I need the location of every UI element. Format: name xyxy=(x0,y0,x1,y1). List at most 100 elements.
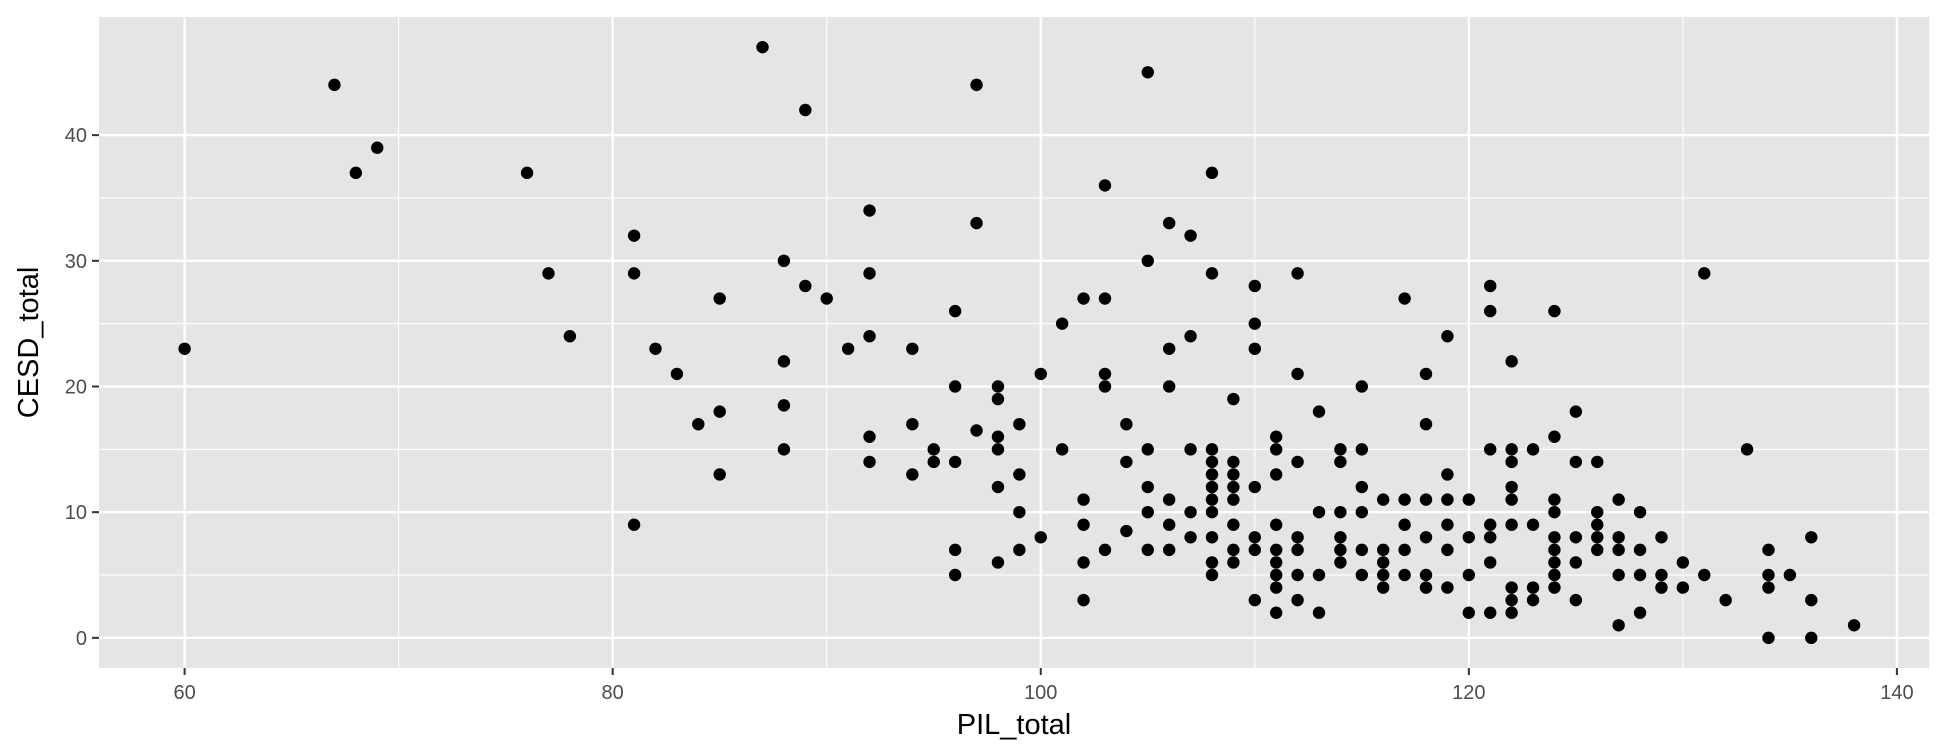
data-point xyxy=(927,443,940,456)
data-point xyxy=(1805,631,1818,645)
data-point xyxy=(1441,518,1454,531)
data-point xyxy=(1184,505,1197,519)
data-point xyxy=(1441,468,1454,481)
data-point xyxy=(670,367,684,381)
x-tick-label: 80 xyxy=(602,682,624,704)
data-point xyxy=(1269,443,1283,456)
data-point xyxy=(1462,606,1476,619)
data-point xyxy=(1248,593,1261,607)
data-point xyxy=(1312,606,1326,619)
data-point xyxy=(1162,493,1176,506)
data-point xyxy=(1612,531,1625,544)
data-point xyxy=(1441,330,1454,343)
data-point xyxy=(1441,493,1454,506)
data-point xyxy=(1205,455,1219,469)
data-point xyxy=(1034,531,1047,544)
data-point xyxy=(1441,581,1454,594)
data-point xyxy=(1569,593,1583,607)
data-point xyxy=(1291,367,1304,381)
data-point xyxy=(1505,518,1518,531)
data-point xyxy=(1355,380,1369,393)
data-point xyxy=(948,455,962,469)
data-point xyxy=(1334,443,1347,456)
data-point xyxy=(1355,568,1369,582)
data-point xyxy=(520,166,534,180)
data-point xyxy=(1805,593,1818,607)
data-point xyxy=(799,279,812,293)
data-point xyxy=(1612,568,1625,582)
data-point xyxy=(1633,543,1647,557)
data-point xyxy=(1377,543,1390,557)
data-point xyxy=(1548,531,1561,544)
data-point xyxy=(1355,543,1369,557)
data-point xyxy=(1141,543,1154,557)
data-point xyxy=(863,330,876,343)
data-point xyxy=(1077,556,1090,569)
data-point xyxy=(1398,292,1411,305)
data-point xyxy=(1505,355,1518,368)
data-point xyxy=(1612,493,1625,506)
data-point xyxy=(1141,66,1154,79)
data-point xyxy=(1205,531,1219,544)
data-point xyxy=(906,342,919,355)
data-point xyxy=(1162,543,1176,557)
data-point xyxy=(1591,518,1604,531)
data-point xyxy=(1762,631,1775,645)
data-point xyxy=(1419,531,1433,544)
data-point xyxy=(1569,531,1583,544)
data-point xyxy=(1334,531,1347,544)
data-point xyxy=(1034,367,1047,381)
data-point xyxy=(1312,505,1326,519)
data-point xyxy=(948,380,962,393)
data-point xyxy=(948,543,962,557)
y-tick-label: 30 xyxy=(65,251,87,273)
data-point xyxy=(863,430,876,443)
data-point xyxy=(799,103,812,117)
data-point xyxy=(1355,443,1369,456)
data-point xyxy=(948,304,962,318)
data-point xyxy=(1377,493,1390,506)
data-point xyxy=(1569,455,1583,469)
data-point xyxy=(1055,443,1069,456)
data-point xyxy=(627,267,641,280)
data-point xyxy=(1805,531,1818,544)
y-axis-title: CESD_total xyxy=(13,267,45,419)
data-point xyxy=(1269,568,1283,582)
data-point xyxy=(906,468,919,481)
data-point xyxy=(1205,480,1219,494)
data-point xyxy=(1698,267,1711,280)
data-point xyxy=(1141,480,1154,494)
data-point xyxy=(1484,518,1497,531)
data-point xyxy=(777,399,791,412)
data-point xyxy=(1055,317,1069,330)
data-point xyxy=(1484,443,1497,456)
data-point xyxy=(1548,430,1561,443)
data-point xyxy=(1398,518,1411,531)
data-point xyxy=(1205,568,1219,582)
x-tick-label: 120 xyxy=(1452,682,1485,704)
data-point xyxy=(777,254,791,268)
data-point xyxy=(927,455,940,469)
data-point xyxy=(1291,267,1304,280)
data-point xyxy=(991,443,1005,456)
data-point xyxy=(1569,405,1583,418)
x-tick-label: 140 xyxy=(1880,682,1913,704)
data-point xyxy=(1377,568,1390,582)
data-point xyxy=(1462,531,1476,544)
data-point xyxy=(820,292,833,305)
data-point xyxy=(1548,304,1561,318)
data-point xyxy=(1762,568,1775,582)
data-point xyxy=(970,424,983,437)
data-point xyxy=(542,267,555,280)
data-point xyxy=(991,380,1005,393)
data-point xyxy=(1162,342,1176,355)
data-point xyxy=(1526,443,1540,456)
data-point xyxy=(1227,543,1240,557)
data-point xyxy=(1227,518,1240,531)
data-point xyxy=(692,417,705,431)
data-point xyxy=(1312,568,1326,582)
plot-panel xyxy=(99,17,1929,668)
data-point xyxy=(1505,493,1518,506)
